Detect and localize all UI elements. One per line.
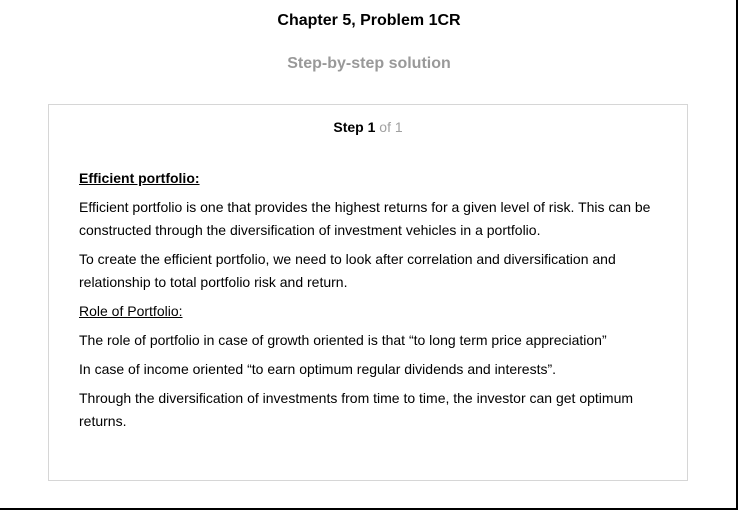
page-title: Chapter 5, Problem 1CR [277,12,461,29]
paragraph-creation: To create the efficient portfolio, we ne… [79,251,616,290]
step-card: Step 1 of 1 Efficient portfolio: Efficie… [48,104,688,481]
step-indicator: Step 1 of 1 [49,119,687,135]
step-content: Efficient portfolio: Efficient portfolio… [79,167,664,439]
step-total: of 1 [379,119,403,135]
paragraph-definition: Efficient portfolio is one that provides… [79,199,651,238]
paragraph-growth: The role of portfolio in case of growth … [79,332,607,348]
paragraph-income: In case of income oriented “to earn opti… [79,361,557,377]
solution-subtitle: Step-by-step solution [287,55,451,72]
paragraph-diversification: Through the diversification of investmen… [79,390,634,429]
page-right-border [736,0,738,510]
step-number: 1 [367,119,376,135]
step-label: Step [333,119,364,135]
role-of-portfolio-heading: Role of Portfolio: [79,303,183,319]
efficient-portfolio-heading: Efficient portfolio: [79,170,200,186]
page-bottom-border [0,508,738,510]
